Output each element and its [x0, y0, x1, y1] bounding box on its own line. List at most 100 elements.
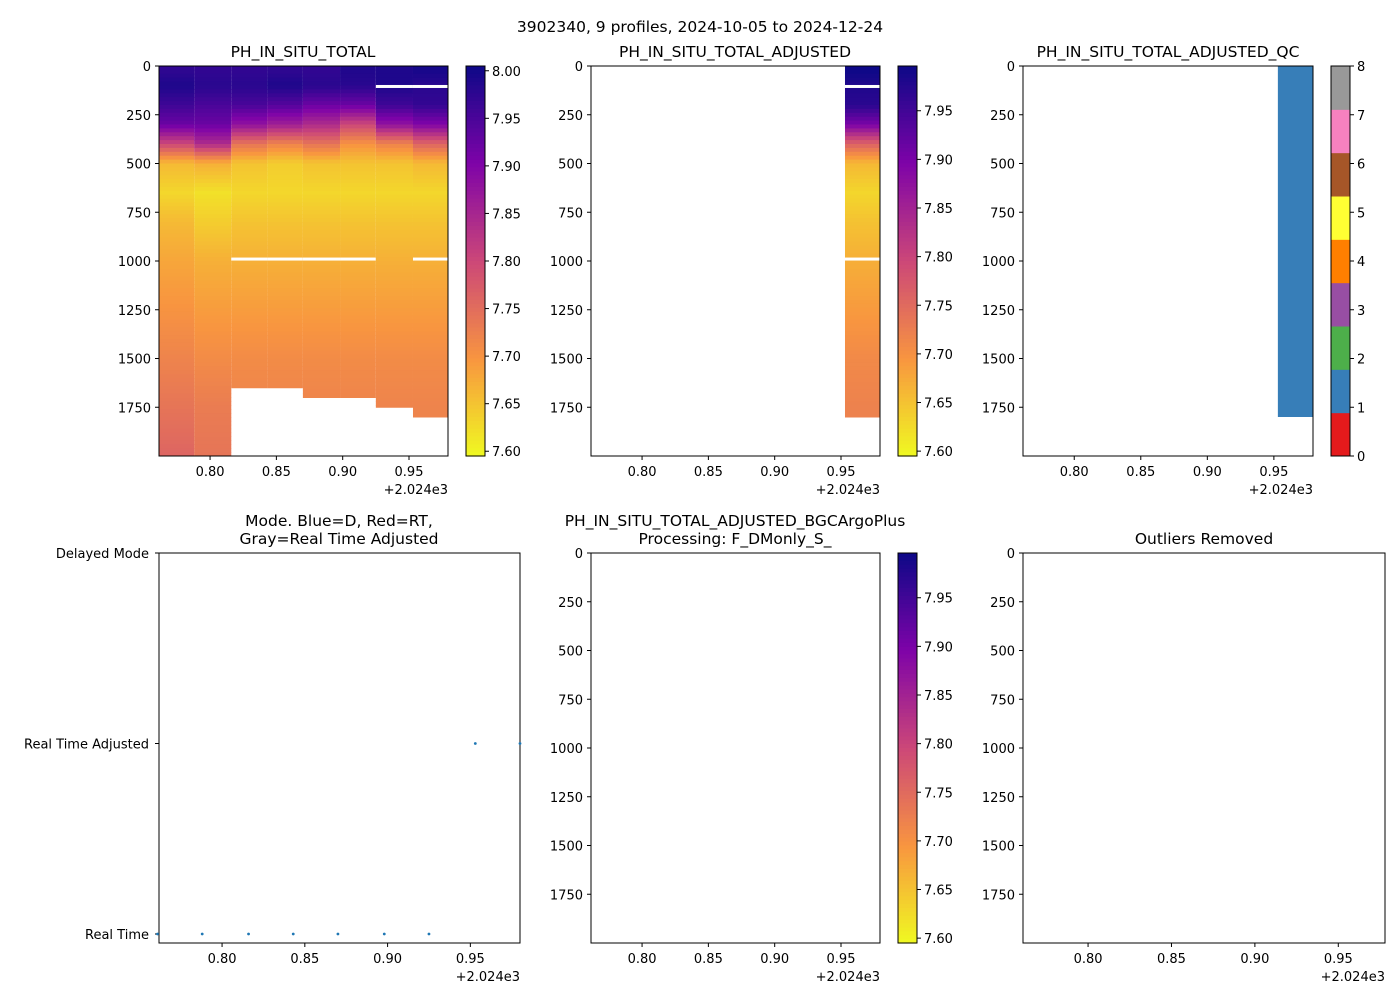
heatmap-cell [412, 284, 448, 289]
heatmap-cell [844, 241, 880, 246]
heatmap-cell [340, 194, 376, 200]
mode-label: Real Time Adjusted [24, 738, 149, 753]
heatmap-cell [844, 292, 880, 297]
colorbar-segment [898, 105, 917, 110]
heatmap-cell [267, 112, 303, 118]
heatmap-cell [340, 136, 376, 141]
heatmap-cell [302, 253, 341, 258]
heatmap-cell [375, 358, 413, 363]
heatmap-cell [340, 66, 376, 71]
qc-colorbar-segment [1331, 282, 1350, 327]
x-tick-label: 0.85 [694, 465, 723, 480]
heatmap-cell [412, 163, 448, 168]
heatmap-cell [340, 140, 376, 145]
heatmap-cell [194, 198, 232, 203]
heatmap-cell [412, 77, 448, 83]
heatmap-cell [844, 335, 880, 340]
heatmap-cell [194, 190, 232, 196]
qc-colorbar-segment [1331, 196, 1350, 240]
colorbar-segment [898, 237, 917, 243]
heatmap-cell [375, 128, 413, 133]
heatmap-cell [412, 272, 448, 278]
heatmap-cell [231, 280, 268, 285]
colorbar-segment [466, 280, 485, 285]
colorbar-segment [466, 105, 485, 110]
mode-label: Real Time [85, 928, 149, 943]
heatmap-cell [844, 319, 880, 324]
y-tick-label: 1000 [982, 255, 1015, 270]
colorbar-segment [466, 144, 485, 149]
heatmap-cell [267, 272, 303, 278]
colorbar-segment [898, 775, 917, 780]
heatmap-cell [412, 73, 448, 79]
heatmap-cell [267, 144, 303, 149]
heatmap-cell [231, 159, 268, 164]
heatmap-cell [302, 112, 341, 118]
heatmap-cell [844, 342, 880, 348]
mode-point [473, 742, 477, 745]
colorbar-segment [898, 884, 917, 889]
heatmap-cell [194, 93, 232, 98]
colorbar-segment [898, 892, 917, 897]
heatmap-cell [375, 342, 413, 348]
colorbar-segment [466, 229, 485, 235]
heatmap-cell [159, 284, 195, 289]
x-tick-label: 0.80 [628, 952, 657, 967]
colorbar-segment [898, 857, 917, 862]
colorbar-segment [466, 202, 485, 207]
mode-point [291, 932, 295, 936]
heatmap-cell [231, 144, 268, 149]
colorbar-segment [466, 101, 485, 106]
heatmap-cell [267, 163, 303, 168]
colorbar-segment [466, 159, 485, 165]
colorbar-segment [466, 225, 485, 231]
heatmap-cell [267, 179, 303, 184]
heatmap-cell [412, 280, 448, 285]
heatmap-cell [412, 190, 448, 196]
heatmap-cell [412, 93, 448, 98]
y-tick-label: 0 [575, 60, 583, 75]
colorbar-segment [898, 296, 917, 301]
heatmap-cell [844, 120, 880, 125]
colorbar-segment [898, 767, 917, 772]
colorbar-segment [898, 779, 917, 784]
mode-point [382, 932, 386, 936]
heatmap-cell [159, 163, 195, 168]
x-tick-label: 0.80 [628, 465, 657, 480]
heatmap-cell [412, 179, 448, 184]
x-tick-label: 0.90 [760, 465, 789, 480]
heatmap-cell [194, 179, 232, 184]
heatmap-cell [159, 374, 195, 379]
colorbar-segment [466, 362, 485, 367]
y-tick-label: 1500 [550, 353, 583, 368]
heatmap-cell [194, 444, 232, 449]
colorbar-tick-label: 4 [1357, 255, 1365, 270]
heatmap-cell [159, 303, 195, 309]
heatmap-cell [302, 288, 341, 293]
heatmap-cell [231, 378, 268, 383]
heatmap-cell [844, 202, 880, 207]
heatmap-cell [302, 323, 341, 328]
colorbar-segment [466, 339, 485, 344]
colorbar-segment [466, 432, 485, 438]
heatmap-cell [302, 393, 341, 398]
heatmap-cell [231, 120, 268, 125]
heatmap-cell [340, 124, 376, 129]
heatmap-cell [302, 108, 341, 114]
colorbar-segment [898, 97, 917, 102]
colorbar-segment [898, 206, 917, 211]
heatmap-cell [194, 124, 232, 129]
heatmap-cell [302, 319, 341, 324]
colorbar-segment [898, 927, 917, 932]
heatmap-cell [231, 354, 268, 359]
heatmap-cell [159, 307, 195, 313]
heatmap-cell [159, 210, 195, 215]
heatmap-cell [159, 428, 195, 434]
colorbar-segment [898, 436, 917, 441]
colorbar-segment [466, 381, 485, 387]
colorbar-segment [466, 311, 485, 317]
heatmap-cell [375, 93, 413, 98]
heatmap-cell [194, 272, 232, 278]
heatmap-cell [412, 218, 448, 223]
colorbar-segment [466, 409, 485, 414]
